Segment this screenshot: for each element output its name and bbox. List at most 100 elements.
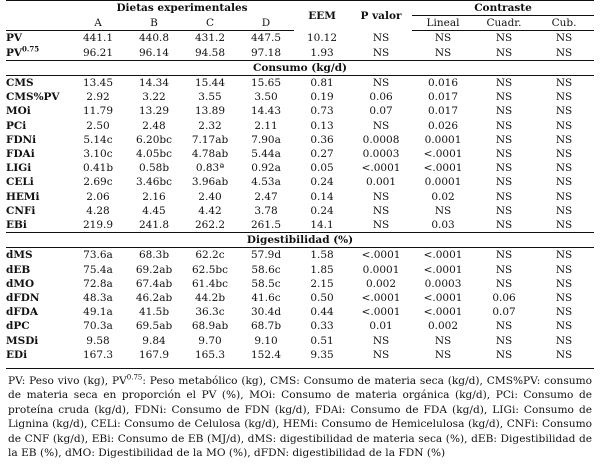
table-cell: 0.026 xyxy=(427,119,459,132)
table-row: dMS 73.6a 68.3b 62.2c 57.9d 1.58 <.0001 <.0001 N… xyxy=(6,248,594,263)
table-cell: 6.20bc xyxy=(136,133,172,146)
table-cell: NS xyxy=(372,190,390,203)
table-cell: 0.001 xyxy=(365,176,397,189)
table-cell: 0.0001 xyxy=(424,176,462,189)
table-cell: NS xyxy=(555,162,573,175)
table-cell: NS xyxy=(495,277,513,290)
table-cell: 0.41b xyxy=(82,162,114,175)
table-cell: 96.21 xyxy=(82,46,114,59)
table-cell: 2.50 xyxy=(86,119,110,132)
table-cell: 167.3 xyxy=(82,348,114,361)
table-cell: 94.58 xyxy=(194,46,226,59)
eem-header: EEM xyxy=(294,0,351,31)
table-cell: 3.10c xyxy=(83,148,113,161)
row-label: MSDi xyxy=(6,334,39,347)
table-cell: 219.9 xyxy=(82,219,114,232)
table-cell: NS xyxy=(555,119,573,132)
table-cell: 13.45 xyxy=(82,77,114,90)
table-row: dFDN 48.3a 46.2ab 44.2b 41.6c 0.50 <.0001 <.000… xyxy=(6,291,594,305)
table-row: dMO 72.8a 67.4ab 61.4bc 58.5c 2.15 0.002 0.0003… xyxy=(6,277,594,291)
table-cell: 0.06 xyxy=(492,292,516,305)
table-cell: NS xyxy=(372,32,390,45)
table-cell: NS xyxy=(555,348,573,361)
table-cell: 30.4d xyxy=(250,306,282,319)
diet-col-header: C xyxy=(182,15,238,32)
row-label: PV xyxy=(6,32,23,45)
table-cell: NS xyxy=(555,91,573,104)
table-cell: 69.5ab xyxy=(135,320,173,333)
row-label: CMS xyxy=(6,77,34,90)
row-label: PCi xyxy=(6,119,27,132)
table-cell: NS xyxy=(372,334,390,347)
table-cell: 68.3b xyxy=(138,249,170,262)
diet-col-header: A xyxy=(70,15,126,32)
table-cell: 0.73 xyxy=(310,105,334,118)
table-cell: NS xyxy=(555,133,573,146)
row-label: dFDA xyxy=(6,306,39,319)
table-cell: NS xyxy=(555,77,573,90)
table-cell: NS xyxy=(372,204,390,217)
table-cell: NS xyxy=(495,105,513,118)
table-cell: 62.2c xyxy=(195,249,225,262)
table-cell: 2.40 xyxy=(198,190,222,203)
row-label: CMS%PV xyxy=(6,91,60,104)
table-cell: NS xyxy=(555,204,573,217)
row-label: CNFi xyxy=(6,204,36,217)
table-cell: 69.2ab xyxy=(135,263,173,276)
table-cell: 241.8 xyxy=(138,219,170,232)
row-label: dMS xyxy=(6,249,33,262)
table-cell: 97.18 xyxy=(250,46,282,59)
table-cell: 3.46bc xyxy=(136,176,172,189)
table-cell: 4.53a xyxy=(251,176,281,189)
table-cell: NS xyxy=(555,292,573,305)
table-cell: NS xyxy=(555,190,573,203)
table-cell: 440.8 xyxy=(138,32,170,45)
row-label: dEB xyxy=(6,263,31,276)
table-cell: NS xyxy=(434,32,452,45)
table-cell: <.0001 xyxy=(361,306,401,319)
table-cell: 7.17ab xyxy=(191,133,229,146)
table-cell: NS xyxy=(495,219,513,232)
table-cell: 57.9d xyxy=(250,249,282,262)
table-cell: 5.44a xyxy=(251,148,281,161)
table-cell: <.0001 xyxy=(423,306,463,319)
table-cell: <.0001 xyxy=(361,292,401,305)
table-cell: NS xyxy=(495,334,513,347)
table-cell: 5.14c xyxy=(83,133,113,146)
table-row: PV0.75 96.21 96.14 94.58 97.18 1.93 NS NS NS NS xyxy=(6,45,594,61)
table-cell: 0.33 xyxy=(310,320,334,333)
table-cell: NS xyxy=(555,249,573,262)
table-cell: 0.50 xyxy=(310,292,334,305)
table-cell: 441.1 xyxy=(82,32,114,45)
table-cell: 1.58 xyxy=(310,249,334,262)
table-cell: NS xyxy=(434,204,452,217)
table-cell: NS xyxy=(555,105,573,118)
table-cell: 0.24 xyxy=(310,204,334,217)
row-label: dFDN xyxy=(6,292,40,305)
table-cell: 0.83ª xyxy=(195,162,225,175)
table-cell: NS xyxy=(495,320,513,333)
row-label: CELi xyxy=(6,176,34,189)
table-cell: 261.5 xyxy=(250,219,282,232)
table-cell: 0.27 xyxy=(310,148,334,161)
table-row: LIGi 0.41b 0.58b 0.83ª 0.92a 0.05 <.0001 <.0001… xyxy=(6,161,594,175)
header-row-1: Dietas experimentales EEM P valor Contra… xyxy=(6,0,595,31)
table-cell: NS xyxy=(555,176,573,189)
table-cell: 10.12 xyxy=(306,32,338,45)
table-row: EBi 219.9 241.8 262.2 261.5 14.1 NS 0.03 NS NS xyxy=(6,218,594,233)
table-cell: NS xyxy=(495,133,513,146)
table-cell: 0.002 xyxy=(427,320,459,333)
table-cell: 0.0001 xyxy=(424,133,462,146)
section-title: Digestibilidad (%) xyxy=(6,232,595,249)
table-cell: NS xyxy=(372,348,390,361)
table-cell: NS xyxy=(495,148,513,161)
row-label: HEMi xyxy=(6,190,40,203)
table-cell: <.0001 xyxy=(361,249,401,262)
table-cell: 0.0008 xyxy=(362,133,400,146)
table-cell: NS xyxy=(495,77,513,90)
diet-col-header: B xyxy=(126,15,182,32)
table-cell: 3.78 xyxy=(254,204,278,217)
table-cell: 152.4 xyxy=(250,348,282,361)
table-cell: 0.0003 xyxy=(362,148,400,161)
